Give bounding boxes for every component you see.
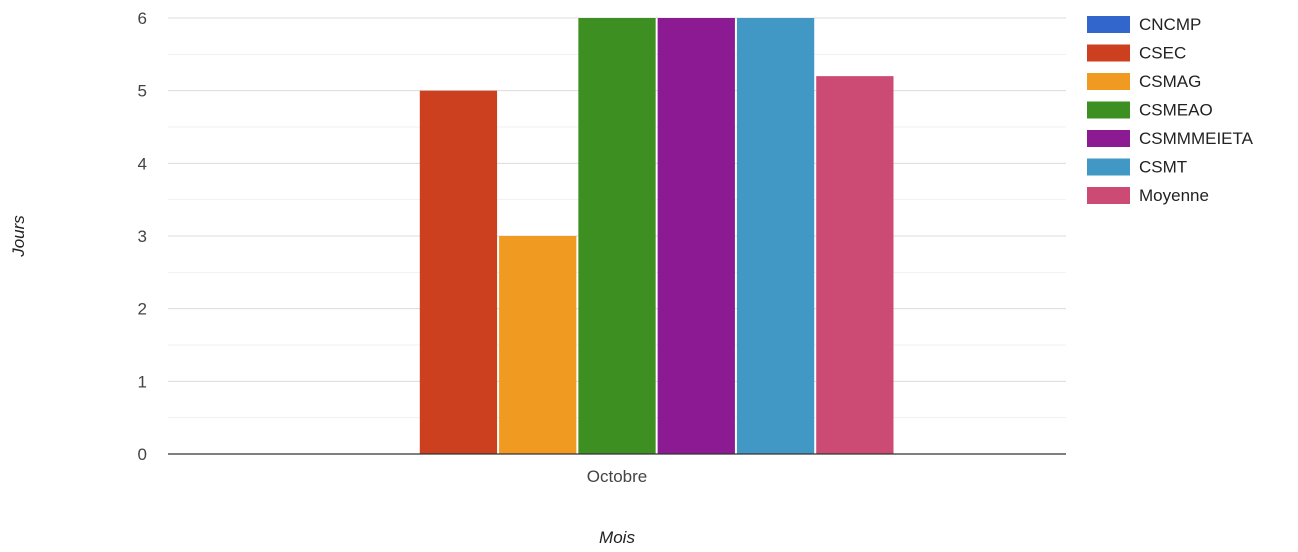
legend-label: CSMEAO: [1139, 101, 1213, 120]
bar-csmag[interactable]: [499, 236, 577, 454]
bar-csmt[interactable]: [736, 18, 815, 454]
y-tick-label: 2: [138, 300, 147, 319]
legend-item-csmt[interactable]: CSMT: [1087, 158, 1187, 177]
legend-label: CSMMMEIETA: [1139, 129, 1254, 148]
legend-swatch: [1087, 130, 1130, 147]
x-tick-label: Octobre: [587, 467, 647, 486]
y-axis-title: Jours: [9, 215, 28, 258]
legend-swatch: [1087, 187, 1130, 204]
legend-label: CSMT: [1139, 158, 1187, 177]
y-tick-label: 5: [138, 82, 147, 101]
x-axis-title: Mois: [599, 528, 635, 547]
bar-csmeao[interactable]: [578, 18, 656, 454]
legend-swatch: [1087, 73, 1130, 90]
y-tick-label: 6: [138, 9, 147, 28]
legend-label: CSMAG: [1139, 72, 1201, 91]
axes: 0 1 2 3 4 5 6 Octobre: [138, 9, 1066, 486]
legend-label: CSEC: [1139, 44, 1186, 63]
bars: [419, 18, 894, 455]
legend-swatch: [1087, 158, 1130, 176]
legend-item-csmmmeieta[interactable]: CSMMMEIETA: [1087, 129, 1254, 148]
legend-label: Moyenne: [1139, 186, 1209, 205]
y-tick-label: 4: [138, 154, 147, 173]
bar-moyenne[interactable]: [816, 76, 894, 454]
legend-item-cncmp[interactable]: CNCMP: [1087, 15, 1201, 34]
legend-swatch: [1087, 16, 1130, 33]
legend: CNCMP CSEC CSMAG CSMEAO CSMMMEIETA CSMT Moyenn…: [1087, 15, 1254, 205]
legend-item-csmag[interactable]: CSMAG: [1087, 72, 1201, 91]
legend-item-csmeao[interactable]: CSMEAO: [1087, 101, 1213, 120]
bar-csmmmeieta[interactable]: [657, 18, 735, 454]
legend-item-moyenne[interactable]: Moyenne: [1087, 186, 1209, 205]
bar-csec[interactable]: [419, 90, 498, 455]
legend-label: CNCMP: [1139, 15, 1201, 34]
legend-swatch: [1087, 101, 1130, 119]
y-tick-label: 3: [138, 227, 147, 246]
y-tick-label: 0: [138, 445, 147, 464]
legend-swatch: [1087, 44, 1130, 62]
y-tick-label: 1: [138, 372, 147, 391]
legend-item-csec[interactable]: CSEC: [1087, 44, 1186, 63]
